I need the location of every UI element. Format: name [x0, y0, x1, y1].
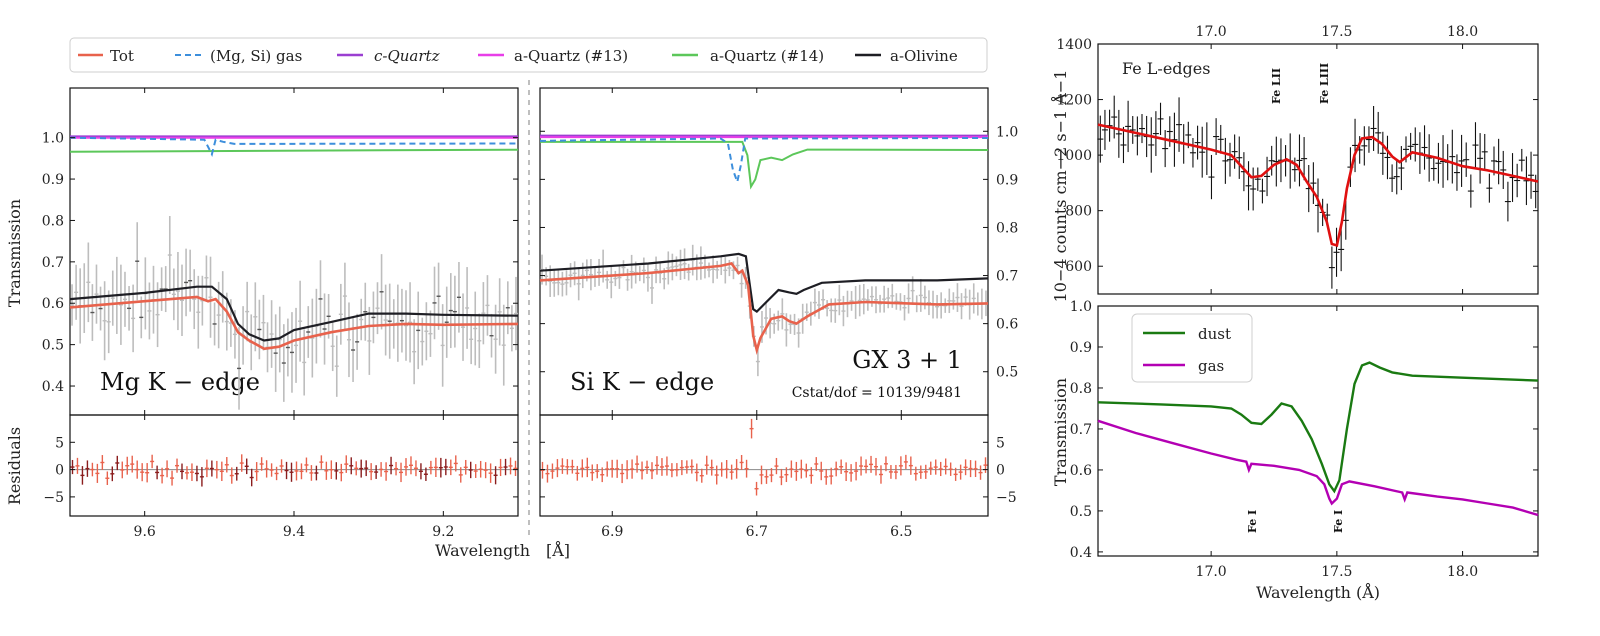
source-label: GX 3 + 1 [852, 346, 962, 374]
fe-dust-line [1097, 361, 1539, 494]
legend-label-dust: dust [1198, 325, 1231, 343]
fe-liii-annotation: Fe LIII [1318, 63, 1331, 104]
legend-label-gas: (Mg, Si) gas [210, 47, 302, 65]
si-x-tick-label: 6.5 [890, 524, 912, 540]
si-residual-axes [539, 414, 989, 517]
fe-bottom-x-tick-label: 18.0 [1447, 564, 1478, 580]
left-xlabel: Wavelength [435, 541, 530, 560]
mg-y-tick-label: 0.5 [42, 338, 64, 354]
fe-bottom-x-tick-label: 17.5 [1321, 564, 1352, 580]
legend-label-gasfe: gas [1198, 357, 1224, 375]
si-y-tick-label: 0.8 [996, 220, 1018, 236]
mg-resid-y-tick-label: −5 [43, 490, 64, 506]
si-k-edge-panel: Si K − edge GX 3 + 1 Cstat/dof = 10139/9… [539, 87, 989, 517]
si-x-tick-label: 6.7 [746, 524, 768, 540]
fe-bottom-y-tick-label: 0.9 [1070, 340, 1092, 356]
mg-line-gas [69, 136, 519, 157]
fe-bottom-ylabel: Transmission [1051, 378, 1070, 486]
fe-bottom-y-tick-label: 0.4 [1070, 545, 1092, 561]
fe-top-ylabel: 10−4 counts cm−2 s−1 Å−1 [1050, 70, 1070, 303]
mg-y-tick-label: 0.4 [42, 379, 64, 395]
mg-line-aquartz14 [69, 148, 519, 153]
legend-label-olivine: a-Olivine [890, 47, 958, 65]
fe-transmission-panel: dust gas Fe I Fe I Transmission Waveleng… [1051, 305, 1539, 602]
si-resid-y-tick-label: 0 [996, 463, 1005, 479]
chart-marks: 9.6 9.4 9.2 0.4 0.5 0.6 0.7 0.8 0.9 1.0 5 0 −5 6.9 6.7… [42, 24, 1539, 580]
mg-resid-y-tick-label: 5 [55, 435, 64, 451]
fe-bottom-y-tick-label: 0.5 [1070, 504, 1092, 520]
legend-label-aquartz13: a-Quartz (#13) [514, 47, 628, 65]
left-ylabel: Transmission [5, 199, 24, 307]
mg-resid-y-tick-label: 0 [55, 463, 64, 479]
mg-x-tick-label: 9.6 [134, 524, 156, 540]
si-edge-label: Si K − edge [570, 368, 714, 396]
fe-xlabel: Wavelength (Å) [1256, 582, 1380, 602]
legend-label-cquartz: c-Quartz [374, 47, 440, 65]
left-xunit: [Å] [546, 540, 570, 560]
si-y-tick-label: 0.9 [996, 172, 1018, 188]
mg-y-tick-label: 1.0 [42, 131, 64, 147]
fe-top-axes [1097, 43, 1539, 295]
fe-l-edges-label: Fe L-edges [1122, 59, 1210, 78]
si-line-aquartz14 [540, 140, 989, 190]
residual-ylabel: Residuals [5, 427, 24, 505]
fe-bottom-x-tick-label: 17.0 [1196, 564, 1227, 580]
si-line-gas [539, 137, 989, 186]
fe-l-edges-panel: Fe L-edges Fe LII Fe LIII 10−4 counts cm… [1050, 43, 1539, 303]
si-resid-y-tick-label: −5 [996, 490, 1017, 506]
fe-top-y-tick-label: 600 [1065, 259, 1092, 275]
fe-top-y-tick-label: 1000 [1056, 148, 1092, 164]
fe-top-y-tick-label: 1400 [1056, 37, 1092, 53]
mg-y-tick-label: 0.6 [42, 296, 64, 312]
si-resid-y-tick-label: 5 [996, 435, 1005, 451]
fe-i-annotation-2: Fe I [1332, 510, 1345, 533]
si-line-olivine [539, 252, 989, 314]
legend-label-aquartz14: a-Quartz (#14) [710, 47, 824, 65]
fe-top-model-line [1097, 123, 1539, 248]
si-y-tick-label: 0.7 [996, 269, 1018, 285]
mg-y-tick-label: 0.8 [42, 213, 64, 229]
si-y-tick-label: 0.6 [996, 317, 1018, 333]
fe-top-x-tick-label: 18.0 [1447, 24, 1478, 40]
left-legend: Tot (Mg, Si) gas c-Quartz a-Quartz (#13)… [69, 37, 988, 73]
fe-bottom-axes [1097, 305, 1539, 557]
fe-bottom-y-tick-label: 0.8 [1070, 381, 1092, 397]
fe-legend: dust gas [1131, 313, 1253, 383]
fe-top-y-tick-label: 800 [1065, 204, 1092, 220]
si-line-tot [539, 262, 989, 356]
si-y-tick-label: 0.5 [996, 365, 1018, 381]
mg-x-tick-label: 9.2 [432, 524, 454, 540]
si-y-tick-label: 1.0 [996, 124, 1018, 140]
cstat-label: Cstat/dof = 10139/9481 [792, 385, 962, 401]
fe-top-y-tick-label: 1200 [1056, 93, 1092, 109]
si-x-tick-label: 6.9 [601, 524, 623, 540]
legend-label-tot: Tot [110, 47, 134, 65]
fe-top-x-tick-label: 17.5 [1321, 24, 1352, 40]
mg-y-tick-label: 0.7 [42, 255, 64, 271]
mg-edge-label: Mg K − edge [100, 368, 260, 396]
mg-x-tick-label: 9.4 [283, 524, 305, 540]
fe-bottom-y-tick-label: 0.7 [1070, 422, 1092, 438]
fe-top-x-tick-label: 17.0 [1196, 24, 1227, 40]
fe-gas-line [1097, 419, 1539, 517]
fe-lii-annotation: Fe LII [1270, 68, 1283, 104]
mg-line-olivine [69, 285, 519, 342]
fe-i-annotation-1: Fe I [1246, 510, 1259, 533]
fe-bottom-y-tick-label: 1.0 [1070, 299, 1092, 315]
mg-line-tot [69, 295, 519, 351]
fe-bottom-y-tick-label: 0.6 [1070, 463, 1092, 479]
mg-y-tick-label: 0.9 [42, 172, 64, 188]
